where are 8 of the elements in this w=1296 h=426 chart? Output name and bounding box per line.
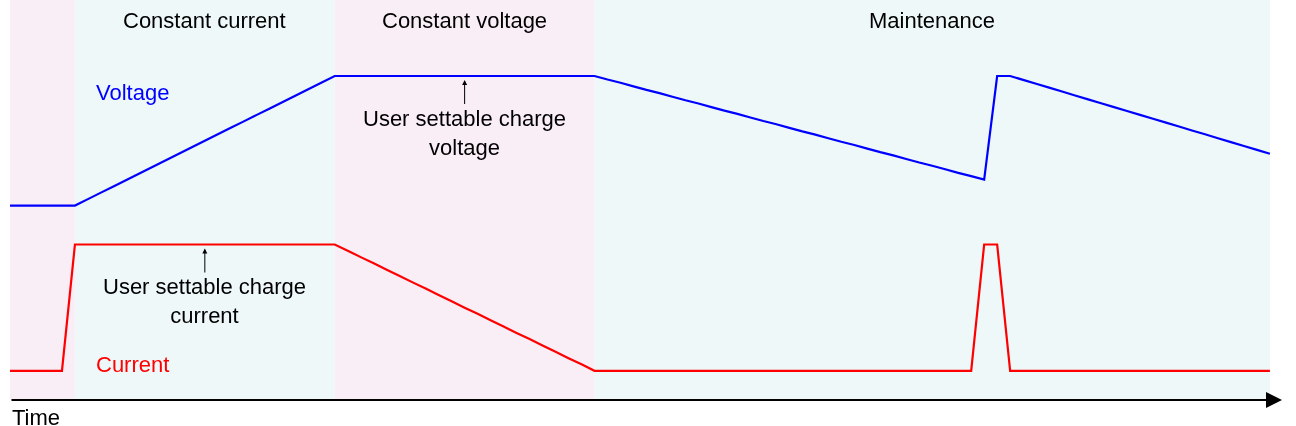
text: Constant voltage — [382, 8, 548, 33]
x-axis-title: Time — [12, 405, 61, 426]
text: Voltage — [96, 80, 170, 105]
text: Maintenance — [869, 8, 995, 33]
text: Constant current — [123, 8, 286, 33]
annotation: User settable charge current — [103, 274, 306, 328]
annotation: User settable charge voltage — [363, 106, 566, 160]
series-label: Current — [96, 352, 170, 377]
